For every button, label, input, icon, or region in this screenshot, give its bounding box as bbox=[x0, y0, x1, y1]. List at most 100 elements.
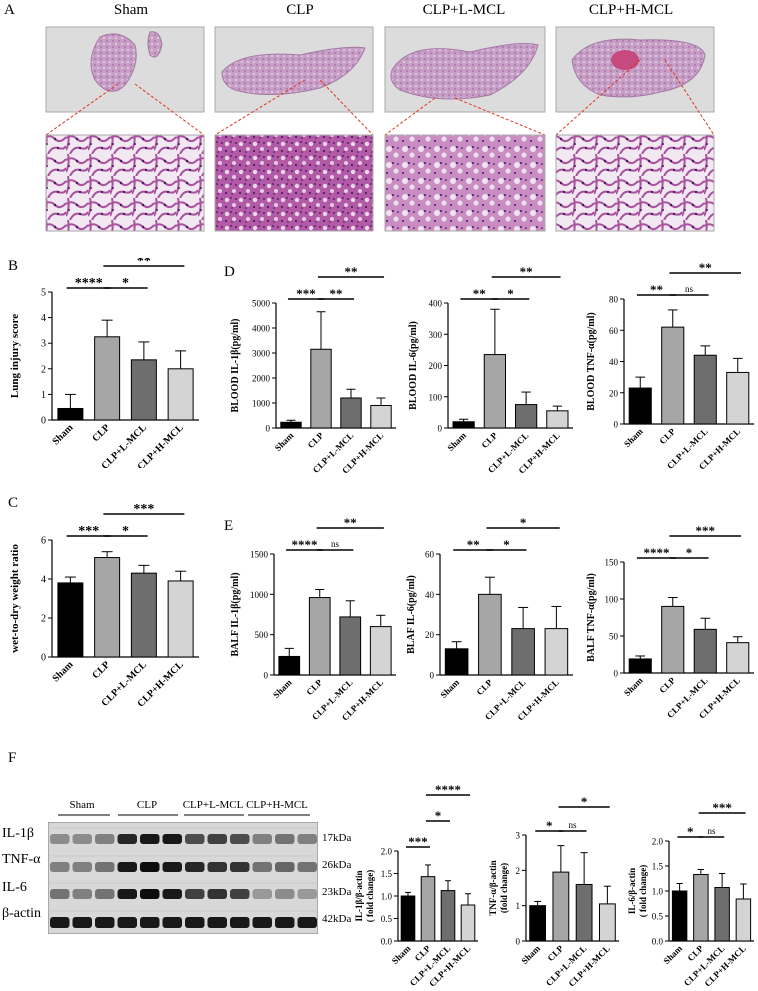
bar bbox=[460, 904, 476, 942]
blot-band bbox=[50, 834, 70, 844]
bar bbox=[478, 593, 502, 676]
blot-band bbox=[230, 889, 250, 899]
y-tick-label: 0.5 bbox=[652, 912, 664, 922]
x-tick-label: Sham bbox=[50, 422, 76, 448]
y-tick-label: 100 bbox=[429, 392, 443, 402]
significance-label: * bbox=[435, 808, 442, 823]
y-tick-label: 50 bbox=[609, 632, 619, 642]
blot-band bbox=[72, 917, 92, 928]
significance-label: ** bbox=[344, 515, 357, 530]
chart-blood-il1b: 0 1000 2000 3000 4000 5000 BLOOD IL-1β(pg/ml) S… bbox=[230, 264, 396, 476]
bar bbox=[278, 655, 301, 676]
blot-band bbox=[297, 889, 317, 899]
y-tick-label: 0 bbox=[264, 671, 269, 681]
bar bbox=[598, 903, 616, 942]
blot-band bbox=[140, 889, 160, 899]
bar bbox=[452, 421, 475, 429]
bar bbox=[280, 421, 302, 429]
blot-band bbox=[207, 834, 227, 844]
blot-group-sham: Sham bbox=[69, 799, 95, 811]
y-axis-label: IL-1β/β-actin bbox=[354, 871, 364, 922]
panel-letter-a: A bbox=[4, 2, 15, 18]
y-axis-label: TNF-α/β-actin bbox=[488, 860, 498, 915]
y-tick-label: 1500 bbox=[250, 550, 269, 560]
y-axis-label-2: ( fold change) bbox=[638, 865, 648, 918]
blot-band bbox=[140, 862, 160, 872]
significance-label: ** bbox=[330, 286, 343, 301]
y-axis-label: Lung injury score bbox=[9, 314, 21, 398]
y-tick-label: 1 bbox=[41, 390, 46, 401]
y-tick-label: 20 bbox=[609, 388, 619, 398]
bar bbox=[130, 359, 157, 421]
blot-band bbox=[252, 834, 272, 844]
bar bbox=[671, 890, 688, 942]
y-tick-label: 0 bbox=[516, 937, 521, 947]
bar bbox=[661, 326, 685, 425]
blot-band bbox=[140, 834, 160, 844]
blot-label-tnfa: TNF-α bbox=[2, 852, 41, 867]
blot-band bbox=[230, 862, 250, 872]
blot-band bbox=[207, 917, 227, 928]
blot-band bbox=[275, 917, 295, 928]
bar bbox=[552, 871, 570, 942]
y-tick-label: 0 bbox=[41, 416, 46, 427]
y-tick-label: 4 bbox=[41, 313, 46, 324]
bar bbox=[340, 397, 362, 429]
x-tick-label: Sham bbox=[271, 677, 294, 700]
blot-size-il1b: 17kDa bbox=[322, 832, 352, 844]
blot-group-clp: CLP bbox=[136, 799, 158, 811]
bar bbox=[511, 628, 535, 676]
panel-letter-c: C bbox=[8, 495, 19, 511]
blot-band bbox=[95, 834, 115, 844]
significance-label: **** bbox=[75, 276, 103, 291]
group-title-sham: Sham bbox=[113, 2, 149, 18]
significance-label: ** bbox=[473, 286, 486, 301]
significance-label: *** bbox=[133, 502, 154, 517]
blot-band bbox=[252, 889, 272, 899]
significance-label: *** bbox=[296, 286, 316, 301]
y-tick-label: 5 bbox=[41, 288, 46, 299]
significance-label: **** bbox=[435, 782, 461, 797]
x-tick-label: CLP bbox=[657, 426, 677, 446]
blot-band bbox=[117, 889, 137, 899]
significance-label: * bbox=[581, 794, 588, 809]
y-tick-label: 60 bbox=[609, 326, 619, 336]
significance-label: * bbox=[686, 545, 693, 560]
y-axis-label: BALF IL-1β(pg/ml) bbox=[230, 572, 241, 656]
group-title-clp-h-mcl: CLP+H-MCL bbox=[588, 2, 674, 18]
blot-band bbox=[95, 862, 115, 872]
chart-western-il1b: 0.0 0.5 1.0 1.5 2.0 IL-1β/β-actin( fold chang… bbox=[354, 782, 478, 989]
significance-label: ** bbox=[650, 282, 663, 297]
bar bbox=[57, 407, 84, 421]
x-tick-label: Sham bbox=[622, 675, 645, 698]
chart-western-il6: 0.0 0.5 1.0 1.5 2.0 IL-6/β-actin( fold change… bbox=[627, 800, 754, 989]
lung-lobe-shape bbox=[147, 31, 163, 58]
bar bbox=[483, 354, 506, 429]
panel-letter-f: F bbox=[8, 750, 17, 766]
bar bbox=[726, 371, 750, 425]
western-blot-image bbox=[48, 822, 318, 934]
bar bbox=[546, 410, 569, 429]
blot-label-il6: IL-6 bbox=[2, 880, 27, 895]
zoom-lines bbox=[45, 59, 715, 136]
y-axis-label: BLOOD IL-1β(pg/ml) bbox=[230, 319, 241, 413]
y-axis-label: BLOOD TNF-α(pg/ml) bbox=[586, 312, 597, 410]
significance-label: ** bbox=[137, 258, 151, 269]
significance-label: * bbox=[520, 515, 527, 530]
x-tick-label: CLP bbox=[479, 430, 499, 450]
blot-band bbox=[72, 862, 92, 872]
blot-band bbox=[275, 889, 295, 899]
blot-size-il6: 23kDa bbox=[322, 886, 352, 898]
y-tick-label: 0.0 bbox=[652, 937, 664, 947]
y-tick-label: 0 bbox=[266, 424, 271, 434]
blot-band bbox=[297, 917, 317, 928]
y-tick-label: 40 bbox=[609, 357, 619, 367]
y-tick-label: 150 bbox=[605, 558, 619, 568]
blot-group-underlines bbox=[58, 814, 310, 816]
lung-lobe-shape bbox=[390, 43, 539, 100]
y-axis-label-2: (fold change) bbox=[499, 863, 509, 913]
y-tick-label: 300 bbox=[429, 330, 443, 340]
